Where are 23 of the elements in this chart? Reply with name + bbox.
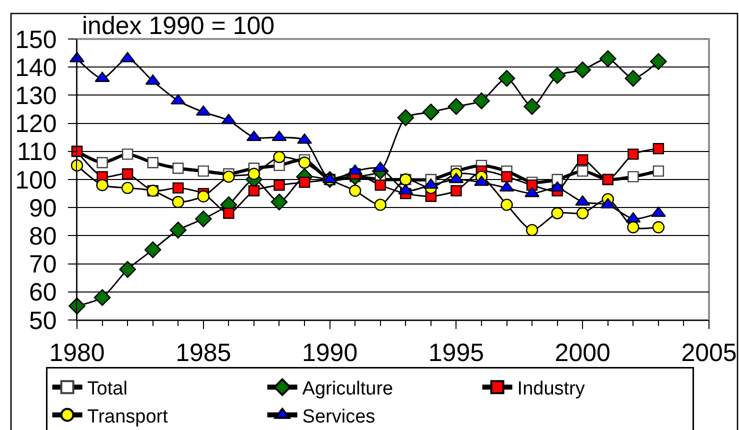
y-tick-label: 80 — [29, 222, 57, 250]
legend-label: Industry — [517, 378, 586, 400]
annotation: index 1990 = 100 — [82, 12, 275, 40]
y-tick-label: 140 — [15, 54, 57, 82]
legend-label: Transport — [87, 406, 169, 428]
x-tick-label: 1980 — [49, 339, 105, 368]
x-tick-label: 1995 — [428, 339, 484, 368]
y-tick-label: 50 — [29, 306, 57, 335]
y-tick-label: 150 — [15, 26, 57, 54]
x-tick-label: 1985 — [176, 339, 232, 368]
y-tick-label: 70 — [29, 250, 57, 279]
y-tick-label: 100 — [15, 166, 57, 194]
legend-label: Services — [302, 406, 376, 428]
y-tick-label: 90 — [29, 194, 57, 222]
y-tick-label: 60 — [29, 278, 57, 307]
x-tick-label: 2005 — [681, 339, 737, 368]
legend-label: Total — [87, 378, 128, 400]
y-tick-label: 120 — [15, 110, 57, 138]
y-tick-label: 110 — [16, 138, 57, 166]
x-tick-label: 2000 — [554, 339, 610, 368]
y-tick-label: 130 — [15, 82, 57, 110]
x-tick-label: 1990 — [302, 339, 358, 368]
legend-label: Agriculture — [302, 378, 394, 400]
